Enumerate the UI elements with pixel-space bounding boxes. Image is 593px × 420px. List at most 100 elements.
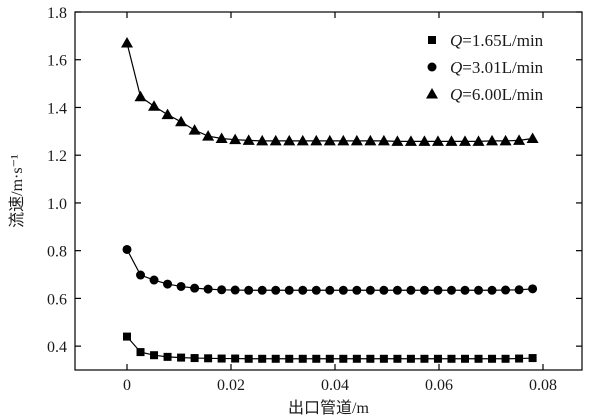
data-point bbox=[339, 354, 348, 363]
data-point bbox=[528, 284, 538, 294]
data-point bbox=[325, 354, 334, 363]
data-point bbox=[204, 354, 213, 363]
data-point bbox=[136, 270, 146, 280]
y-tick-label: 0.8 bbox=[47, 244, 67, 261]
data-point bbox=[190, 354, 199, 363]
legend-marker bbox=[428, 36, 436, 44]
data-point bbox=[514, 285, 524, 295]
data-point bbox=[323, 134, 336, 146]
legend: Q=1.65L/min Q=3.01L/min Q=6.00L/min bbox=[426, 31, 544, 104]
axes: 0.4 0.6 0.8 1.0 1.2 1.4 1.6 1.8 0 0.02 0.04 0.06 0.0… bbox=[47, 5, 583, 394]
x-tick-label: 0.08 bbox=[529, 377, 557, 394]
data-point bbox=[337, 134, 350, 146]
data-point bbox=[256, 134, 269, 146]
data-point bbox=[217, 285, 227, 295]
data-point bbox=[446, 285, 456, 295]
series-circle bbox=[122, 244, 538, 295]
data-point bbox=[528, 354, 537, 363]
data-point bbox=[338, 285, 348, 295]
data-point bbox=[393, 354, 402, 363]
data-point bbox=[176, 281, 186, 291]
data-point bbox=[486, 134, 499, 146]
data-point bbox=[474, 285, 484, 295]
data-point bbox=[175, 115, 188, 127]
data-point bbox=[134, 90, 147, 102]
data-point bbox=[188, 124, 201, 135]
x-tick-label: 0.04 bbox=[321, 377, 349, 394]
x-axis-label: 出口管道/m bbox=[288, 399, 369, 417]
legend-label: Q=1.65L/min bbox=[450, 31, 544, 50]
data-point bbox=[258, 354, 267, 363]
data-point bbox=[310, 134, 323, 146]
y-tick-label: 1.4 bbox=[47, 100, 67, 117]
data-point bbox=[244, 285, 254, 295]
data-point bbox=[526, 132, 539, 143]
y-axis-label: 流速/m·s⁻¹ bbox=[8, 154, 26, 228]
data-point bbox=[231, 354, 240, 363]
data-point bbox=[501, 285, 511, 295]
plot-frame bbox=[74, 11, 583, 371]
y-tick-label: 0.4 bbox=[47, 339, 67, 356]
x-tick-label: 0.02 bbox=[217, 377, 245, 394]
data-point bbox=[148, 100, 161, 111]
data-point bbox=[460, 285, 470, 295]
data-point bbox=[366, 354, 375, 363]
y-tick-label: 1.8 bbox=[47, 5, 67, 22]
data-point bbox=[501, 354, 510, 363]
data-point bbox=[161, 108, 174, 120]
x-tick-label: 0 bbox=[123, 377, 131, 394]
data-point bbox=[377, 134, 390, 146]
data-point bbox=[271, 285, 281, 295]
legend-label: Q=6.00L/min bbox=[450, 85, 544, 104]
series-square bbox=[123, 332, 537, 363]
plot-area bbox=[121, 37, 539, 363]
data-point bbox=[513, 134, 526, 145]
data-point bbox=[365, 285, 375, 295]
data-point bbox=[136, 348, 145, 357]
data-point bbox=[123, 332, 131, 341]
data-point bbox=[404, 135, 417, 146]
data-point bbox=[217, 354, 226, 363]
data-point bbox=[296, 134, 309, 146]
data-point bbox=[311, 285, 321, 295]
data-point bbox=[229, 133, 242, 145]
data-point bbox=[177, 353, 186, 362]
data-point bbox=[215, 132, 228, 143]
data-point bbox=[419, 285, 429, 295]
data-point bbox=[283, 134, 296, 146]
data-point bbox=[447, 354, 456, 363]
y-tick-label: 1.0 bbox=[47, 196, 67, 213]
data-point bbox=[391, 135, 404, 146]
data-point bbox=[445, 135, 458, 146]
y-tick-label: 1.2 bbox=[47, 148, 67, 165]
data-point bbox=[474, 354, 483, 363]
data-point bbox=[472, 135, 485, 146]
series-line bbox=[126, 249, 533, 291]
data-point bbox=[420, 354, 429, 363]
data-point bbox=[418, 135, 431, 146]
data-point bbox=[242, 134, 255, 145]
data-point bbox=[364, 134, 377, 146]
data-point bbox=[203, 284, 213, 294]
data-point bbox=[285, 354, 294, 363]
data-point bbox=[284, 285, 294, 295]
data-point bbox=[230, 285, 240, 295]
data-point bbox=[352, 285, 362, 295]
data-point bbox=[461, 354, 469, 363]
data-point bbox=[298, 354, 307, 363]
data-point bbox=[244, 354, 253, 363]
data-point bbox=[488, 354, 497, 363]
data-point bbox=[150, 351, 159, 360]
legend-marker bbox=[427, 62, 437, 72]
data-point bbox=[271, 354, 280, 363]
data-point bbox=[515, 354, 524, 363]
data-point bbox=[163, 279, 173, 289]
x-tick-label: 0.06 bbox=[425, 377, 453, 394]
data-point bbox=[190, 283, 200, 293]
data-point bbox=[433, 354, 442, 363]
data-point bbox=[325, 285, 335, 295]
data-point bbox=[433, 285, 443, 295]
data-point bbox=[459, 135, 471, 146]
data-point bbox=[163, 352, 172, 361]
